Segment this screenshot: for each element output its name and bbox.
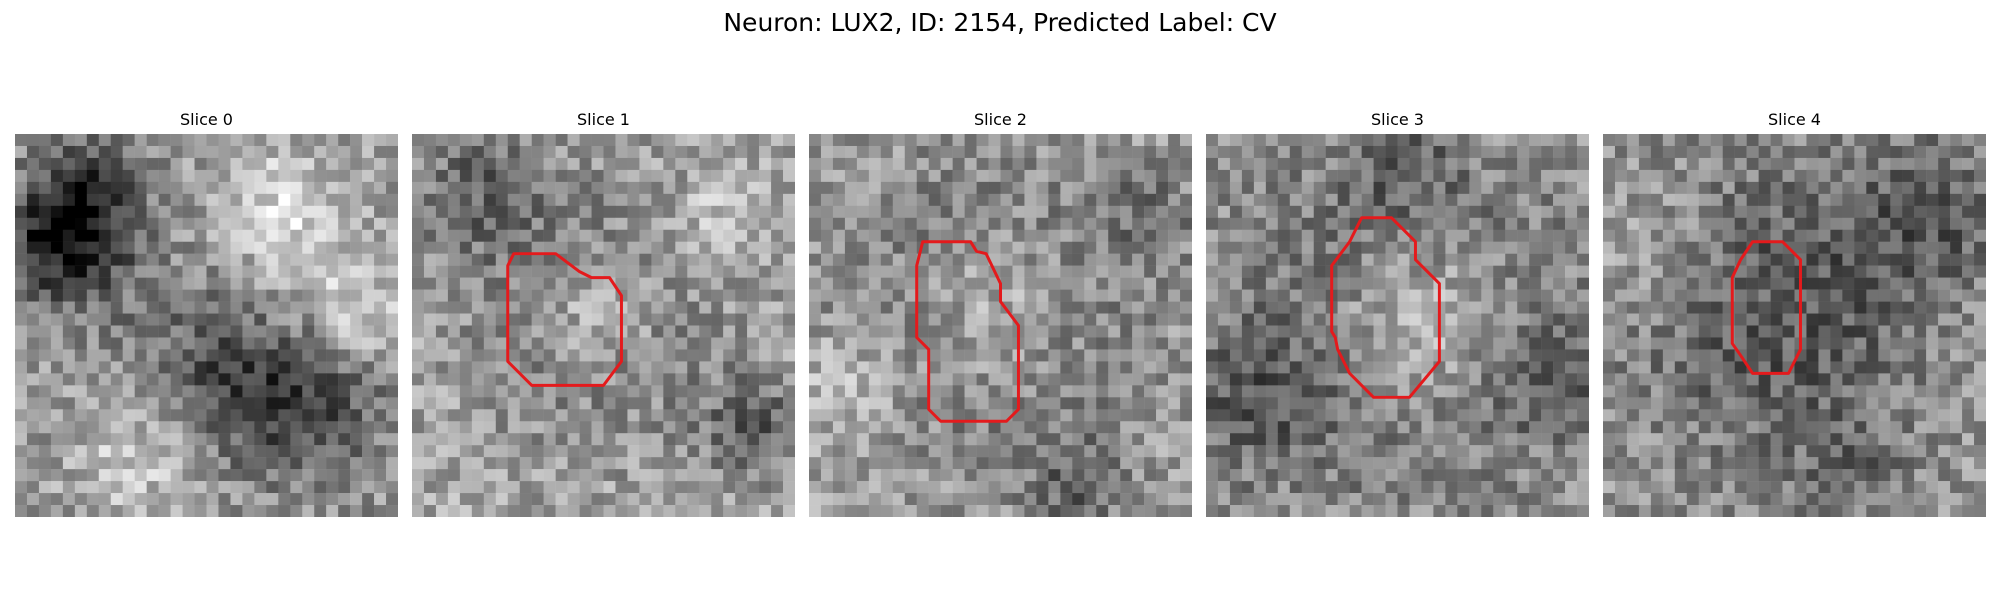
- roi-contour-1: [506, 252, 623, 387]
- slice-title-2: Slice 2: [974, 110, 1027, 129]
- slice-title-4: Slice 4: [1768, 110, 1821, 129]
- slice-title-3: Slice 3: [1371, 110, 1424, 129]
- slice-panel-1: Slice 1: [412, 110, 795, 517]
- slice-panel-4: Slice 4: [1603, 110, 1986, 517]
- slice-panel-2: Slice 2: [809, 110, 1192, 517]
- slice-panel-3: Slice 3: [1206, 110, 1589, 517]
- slice-image-2: [809, 134, 1192, 517]
- roi-contour-3: [1330, 216, 1441, 399]
- slice-image-1: [412, 134, 795, 517]
- slice-image-4: [1603, 134, 1986, 517]
- slice-title-0: Slice 0: [180, 110, 233, 129]
- roi-contour-2: [915, 240, 1020, 423]
- roi-contour-4: [1730, 240, 1802, 375]
- slice-image-3: [1206, 134, 1589, 517]
- figure-title: Neuron: LUX2, ID: 2154, Predicted Label:…: [723, 8, 1277, 37]
- slice-image-0: [15, 134, 398, 517]
- slice-panel-0: Slice 0: [15, 110, 398, 517]
- slice-title-1: Slice 1: [577, 110, 630, 129]
